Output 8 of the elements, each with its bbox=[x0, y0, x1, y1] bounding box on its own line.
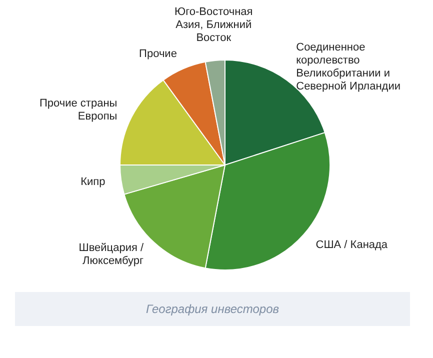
text: География инвесторов bbox=[15, 292, 410, 326]
slice-label: Швейцария / Люксембург bbox=[78, 242, 144, 268]
slice-label: Прочие bbox=[139, 48, 177, 60]
slice-label: Кипр bbox=[80, 176, 106, 188]
slice-label: Прочие страны Европы bbox=[39, 98, 118, 123]
slice-label: Соединенное королевство Великобритании и Северной Ирландии bbox=[296, 42, 401, 93]
slice-label: США / Канада bbox=[316, 239, 388, 252]
slice-label: Юго-Восточная Азия, Ближний Восток bbox=[174, 6, 253, 44]
